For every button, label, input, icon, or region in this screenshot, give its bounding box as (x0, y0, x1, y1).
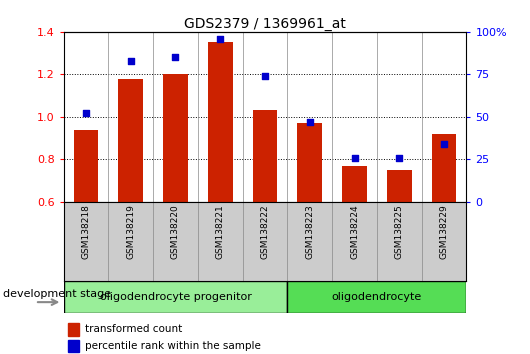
Text: GSM138221: GSM138221 (216, 204, 225, 259)
Bar (74, 130, 98, 202)
Text: GSM138223: GSM138223 (305, 204, 314, 259)
Point (171, 55, 180, 60)
Text: GSM138225: GSM138225 (395, 204, 404, 259)
Text: GSM138219: GSM138219 (126, 204, 135, 259)
Bar (287, 281, 466, 313)
Bar (64, 281, 287, 313)
Point (305, 119, 314, 125)
Bar (68, 323, 79, 336)
Bar (432, 134, 456, 202)
Point (82, 110, 90, 116)
Bar (163, 74, 188, 202)
Text: oligodendrocyte progenitor: oligodendrocyte progenitor (100, 292, 251, 302)
Bar (68, 339, 79, 352)
Bar (297, 123, 322, 202)
Bar (208, 42, 233, 202)
Text: GSM138224: GSM138224 (350, 204, 359, 259)
Text: GSM138218: GSM138218 (82, 204, 91, 259)
Text: transformed count: transformed count (85, 324, 182, 334)
Point (350, 155, 359, 160)
Bar (342, 166, 367, 202)
Text: GSM138222: GSM138222 (261, 204, 269, 259)
Point (216, 36, 225, 41)
Point (395, 155, 403, 160)
Point (440, 141, 448, 147)
Text: GSM138220: GSM138220 (171, 204, 180, 259)
Bar (118, 79, 143, 202)
Point (127, 58, 135, 64)
Point (261, 73, 269, 79)
Bar (253, 110, 277, 202)
Text: oligodendrocyte: oligodendrocyte (332, 292, 422, 302)
Text: percentile rank within the sample: percentile rank within the sample (85, 341, 261, 351)
Text: GSM138229: GSM138229 (439, 204, 448, 259)
Bar (387, 170, 412, 202)
Title: GDS2379 / 1369961_at: GDS2379 / 1369961_at (184, 17, 346, 31)
Text: development stage: development stage (3, 289, 111, 299)
